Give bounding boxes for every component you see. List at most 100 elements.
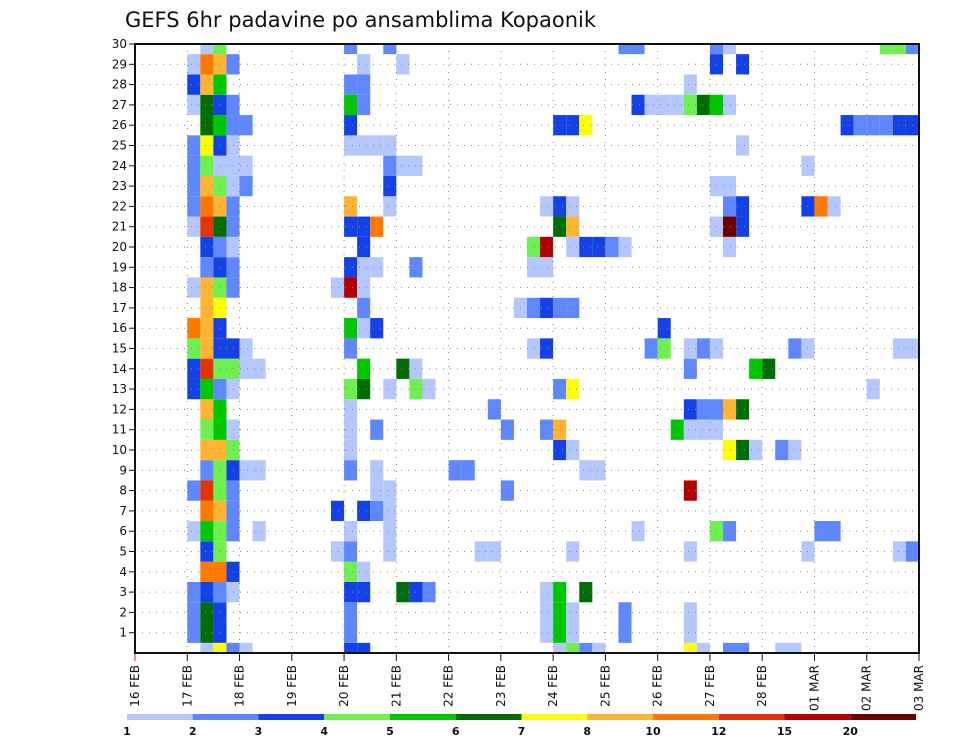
colorbar-label: 12	[711, 725, 726, 738]
colorbar-label: 8	[583, 725, 591, 738]
heatmap-cell	[213, 44, 227, 55]
x-tick-label: 02 MAR	[860, 665, 874, 711]
heatmap-cell	[553, 378, 567, 400]
heatmap-cell	[357, 581, 371, 603]
heatmap-cell	[383, 480, 397, 501]
heatmap-cell	[200, 642, 214, 653]
heatmap-cell	[239, 115, 253, 136]
colorbar-swatch	[324, 714, 390, 720]
heatmap-cell	[239, 642, 253, 653]
heatmap-cell	[540, 622, 554, 643]
heatmap-cell	[683, 94, 697, 116]
y-tick-label: 8	[119, 484, 127, 498]
heatmap-cell	[200, 561, 214, 582]
heatmap-cell	[344, 541, 358, 562]
colorbar-swatch	[127, 714, 193, 720]
heatmap-cell	[200, 460, 214, 481]
heatmap-cell	[370, 500, 384, 522]
heatmap-cell	[540, 602, 554, 623]
heatmap-cell	[683, 419, 697, 440]
heatmap-cell	[357, 135, 371, 156]
heatmap-cell	[553, 439, 567, 461]
heatmap-cell	[344, 74, 358, 95]
heatmap-cell	[644, 338, 658, 359]
heatmap-cell	[553, 622, 567, 643]
heatmap-cell	[670, 94, 684, 116]
heatmap-cell	[344, 622, 358, 643]
heatmap-cell	[187, 338, 201, 359]
heatmap-cell	[357, 297, 371, 319]
heatmap-cell	[723, 236, 737, 258]
heatmap-cell	[383, 500, 397, 522]
y-tick-label: 20	[112, 240, 127, 254]
y-tick-label: 14	[112, 362, 127, 376]
heatmap-cell	[344, 135, 358, 156]
heatmap-cell	[357, 54, 371, 75]
heatmap-cell	[200, 44, 214, 55]
heatmap-cell	[749, 439, 763, 461]
heatmap-cell	[187, 378, 201, 400]
heatmap-cell	[644, 94, 658, 116]
heatmap-cell	[370, 419, 384, 440]
heatmap-cell	[579, 115, 593, 136]
heatmap-cell	[474, 541, 488, 562]
heatmap-cell	[187, 54, 201, 75]
heatmap-cell	[788, 439, 802, 461]
heatmap-cell	[383, 175, 397, 197]
heatmap-cell	[239, 358, 253, 379]
x-tick-label: 24 FEB	[546, 665, 560, 707]
heatmap-cell	[683, 541, 697, 562]
heatmap-cell	[775, 439, 789, 461]
heatmap-cell	[670, 419, 684, 440]
heatmap-cell	[187, 135, 201, 156]
heatmap-cell	[331, 500, 345, 522]
y-tick-label: 22	[112, 199, 127, 213]
heatmap-cell	[370, 318, 384, 339]
heatmap-cell	[200, 135, 214, 156]
heatmap-cell	[344, 460, 358, 481]
x-tick-label: 23 FEB	[494, 665, 508, 707]
heatmap-cell	[631, 44, 645, 55]
heatmap-cell	[657, 94, 671, 116]
x-tick-label: 28 FEB	[755, 665, 769, 707]
heatmap-cell	[579, 236, 593, 258]
heatmap-cell	[344, 44, 358, 55]
heatmap-cell	[905, 44, 919, 55]
y-tick-label: 12	[112, 402, 127, 416]
heatmap-cell	[540, 338, 554, 359]
x-tick-label: 16 FEB	[128, 665, 142, 707]
y-axis: 1234567891011121314151617181920212223242…	[112, 37, 135, 640]
heatmap-cell	[866, 378, 880, 400]
heatmap-cell	[187, 196, 201, 217]
heatmap-cell	[344, 277, 358, 298]
y-tick-label: 1	[119, 626, 127, 640]
grid-lines	[135, 44, 919, 653]
heatmap-cell	[487, 541, 501, 562]
heatmap-cell	[200, 297, 214, 319]
heatmap-cell	[540, 257, 554, 278]
heatmap-cell	[200, 439, 214, 461]
heatmap-cell	[553, 115, 567, 136]
heatmap-cell	[566, 378, 580, 400]
heatmap-cell	[344, 115, 358, 136]
y-tick-label: 11	[112, 423, 127, 437]
x-tick-label: 18 FEB	[233, 665, 247, 707]
heatmap-cell	[709, 44, 723, 55]
heatmap-cell	[383, 135, 397, 156]
heatmap-cell	[383, 155, 397, 176]
heatmap-cell	[683, 602, 697, 623]
heatmap-cell	[344, 602, 358, 623]
heatmap-cell	[344, 561, 358, 582]
heatmap-cell	[383, 44, 397, 55]
heatmap-cell	[540, 581, 554, 603]
heatmap-cell	[239, 460, 253, 481]
heatmap-cell	[566, 236, 580, 258]
heatmap-cell	[736, 399, 750, 420]
x-tick-label: 17 FEB	[180, 665, 194, 707]
y-tick-label: 15	[112, 342, 127, 356]
heatmap-cell	[540, 196, 554, 217]
heatmap-cell	[683, 399, 697, 420]
y-tick-label: 18	[112, 281, 127, 295]
heatmap-cell	[566, 439, 580, 461]
heatmap-cell	[187, 581, 201, 603]
